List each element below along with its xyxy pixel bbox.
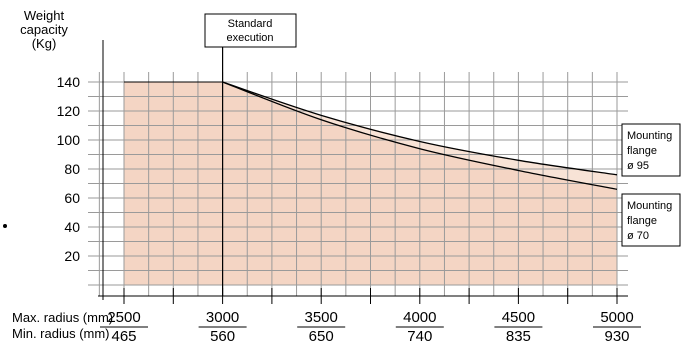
series-line-flange-95 [222,81,618,176]
max-radius-row-label: Max. radius (mm) [12,310,113,325]
series-label-flange-70-line: flange [627,215,657,227]
standard-execution-label-line: Standard [228,18,273,30]
x-tick-label-max-radius: 2500 [107,309,140,326]
series-label-box-flange-95 [621,123,681,177]
x-tick-label-min-radius: 560 [210,328,235,345]
x-tick-label-min-radius: 650 [309,328,334,345]
x-tick-label-min-radius: 465 [111,328,136,345]
x-tick-label-min-radius: 930 [604,328,629,345]
standard-execution-label-line: execution [226,32,273,44]
series-line-flange-70 [222,81,618,190]
left-edge-dot [3,224,7,228]
series-label-flange-95-line: Mounting [627,130,672,142]
series-label-box-flange-70 [621,193,681,247]
x-tick-label-max-radius: 3500 [305,309,338,326]
series-label-flange-95-line: ø 95 [627,160,649,172]
y-tick-label: 80 [64,161,80,177]
x-tick-label-max-radius: 5000 [600,309,633,326]
y-tick-label: 60 [64,190,80,206]
x-tick-label-max-radius: 4500 [502,309,535,326]
min-radius-row-label: Min. radius (mm) [12,326,110,341]
x-tick-label-max-radius: 4000 [403,309,436,326]
series-label-flange-70-line: Mounting [627,200,672,212]
standard-execution-box [204,13,297,48]
y-axis-title-line: Weight [24,8,65,23]
y-axis-title-line: capacity [20,22,68,37]
x-tick-label-min-radius: 740 [407,328,432,345]
y-tick-label: 20 [64,248,80,264]
series-label-flange-70-line: ø 70 [627,230,649,242]
y-tick-label: 100 [57,132,81,148]
y-tick-label: 40 [64,219,80,235]
x-tick-label-min-radius: 835 [506,328,531,345]
y-axis-title-line: (Kg) [32,36,57,51]
y-tick-label: 140 [57,74,81,90]
y-tick-label: 120 [57,103,81,119]
x-tick-label-max-radius: 3000 [206,309,239,326]
series-label-flange-95-line: flange [627,145,657,157]
